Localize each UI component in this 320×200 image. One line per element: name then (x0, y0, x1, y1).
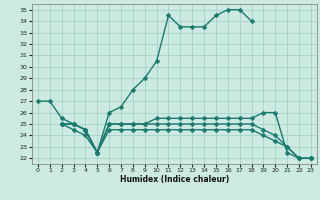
X-axis label: Humidex (Indice chaleur): Humidex (Indice chaleur) (120, 175, 229, 184)
